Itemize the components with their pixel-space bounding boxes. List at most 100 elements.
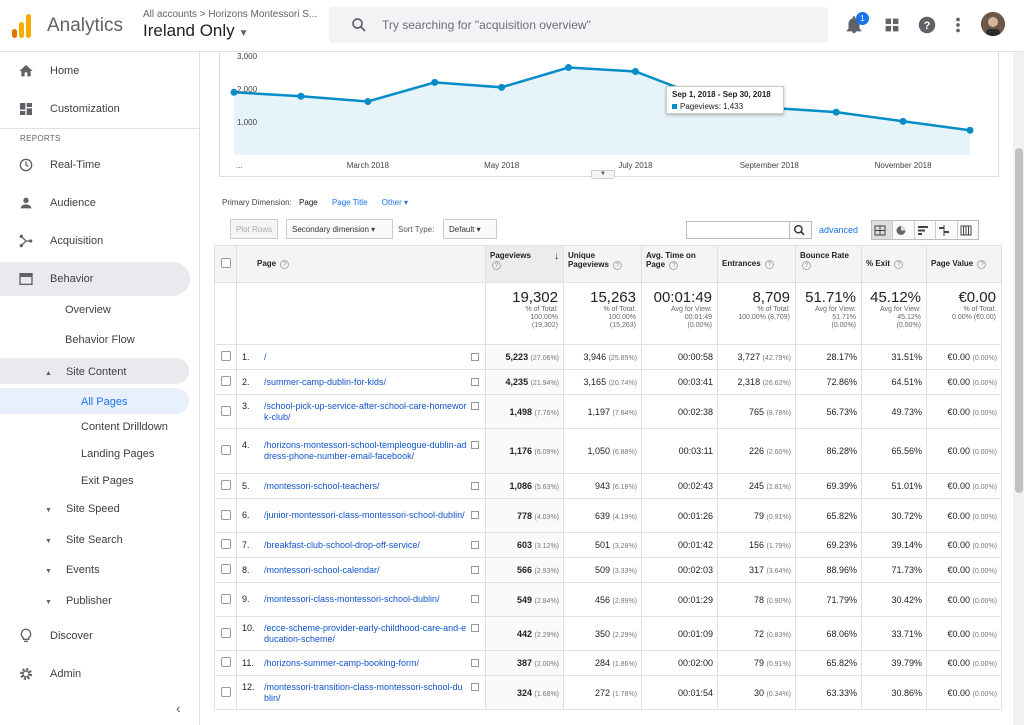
pie-view-icon[interactable] bbox=[893, 221, 915, 239]
header-bounce-rate[interactable]: Bounce Rate? bbox=[795, 245, 862, 283]
help-icon[interactable]: ? bbox=[280, 260, 290, 269]
open-page-icon[interactable] bbox=[471, 540, 479, 549]
sidebar-item-discover[interactable]: Discover bbox=[0, 619, 190, 653]
chart-point[interactable] bbox=[565, 64, 573, 72]
row-checkbox[interactable] bbox=[220, 657, 231, 667]
sidebar-item-exit-pages[interactable]: Exit Pages bbox=[81, 475, 134, 487]
row-checkbox[interactable] bbox=[220, 405, 231, 416]
table-row[interactable]: 5. /montessori-school-teachers/1,086 (5.6… bbox=[214, 473, 1002, 499]
open-page-icon[interactable] bbox=[471, 511, 479, 519]
table-search-button[interactable] bbox=[790, 221, 812, 239]
open-page-icon[interactable] bbox=[471, 565, 479, 574]
open-page-icon[interactable] bbox=[471, 481, 479, 490]
header-exit[interactable]: % Exit ? bbox=[861, 245, 927, 283]
chart-point[interactable] bbox=[631, 68, 639, 76]
row-checkbox[interactable] bbox=[220, 539, 231, 549]
page-link[interactable]: /school-pick-up-service-after-school-car… bbox=[264, 400, 467, 422]
help-icon[interactable]: ? bbox=[764, 260, 774, 269]
search-bar[interactable] bbox=[329, 7, 828, 43]
sidebar-item-acquisition[interactable]: Acquisition bbox=[0, 224, 190, 258]
analytics-logo-icon[interactable] bbox=[12, 14, 34, 38]
help-icon[interactable]: ? bbox=[613, 261, 623, 270]
page-link[interactable]: /horizons-montessori-school-templeogue-d… bbox=[264, 440, 467, 461]
page-link[interactable]: /summer-camp-dublin-for-kids/ bbox=[264, 376, 387, 387]
sidebar-item-admin[interactable]: Admin bbox=[0, 657, 190, 691]
sidebar-item-publisher[interactable]: ▼ Publisher bbox=[45, 595, 112, 621]
dimension-page[interactable]: Page bbox=[299, 198, 318, 207]
chart-point[interactable] bbox=[431, 78, 439, 86]
select-all-checkbox[interactable] bbox=[220, 258, 231, 268]
pivot-view-icon[interactable] bbox=[957, 221, 979, 239]
table-row[interactable]: 10. /ecce-scheme-provider-early-childhood… bbox=[214, 616, 1002, 651]
advanced-filter-link[interactable]: advanced bbox=[819, 225, 859, 235]
row-checkbox[interactable] bbox=[220, 351, 231, 361]
header-avg-time[interactable]: Avg. Time on Page ? bbox=[641, 245, 718, 283]
app-title[interactable]: Analytics bbox=[47, 15, 124, 36]
sidebar-item-audience[interactable]: Audience bbox=[0, 186, 190, 220]
page-link[interactable]: /ecce-scheme-provider-early-childhood-ca… bbox=[264, 622, 467, 644]
row-checkbox[interactable] bbox=[220, 509, 231, 520]
search-input[interactable] bbox=[382, 15, 802, 35]
user-avatar[interactable] bbox=[981, 12, 1005, 36]
help-icon[interactable]: ? bbox=[492, 261, 501, 270]
header-page[interactable]: Page ? bbox=[236, 245, 486, 283]
page-link[interactable]: /breakfast-club-school-drop-off-service/ bbox=[264, 539, 420, 550]
help-icon[interactable]: ? bbox=[894, 260, 904, 269]
open-page-icon[interactable] bbox=[471, 441, 479, 449]
sidebar-item-home[interactable]: Home bbox=[0, 54, 190, 88]
header-unique-pageviews[interactable]: Unique Pageviews ? bbox=[563, 245, 642, 283]
help-icon[interactable]: ? bbox=[916, 14, 938, 36]
sidebar-item-site-search[interactable]: ▼ Site Search bbox=[45, 534, 123, 560]
sidebar-item-overview[interactable]: Overview bbox=[65, 304, 111, 316]
table-row[interactable]: 3. /school-pick-up-service-after-school-c… bbox=[214, 394, 1002, 429]
performance-view-icon[interactable] bbox=[914, 221, 937, 239]
chart-point[interactable] bbox=[498, 83, 506, 91]
chart-point[interactable] bbox=[966, 126, 974, 134]
table-row[interactable]: 2. /summer-camp-dublin-for-kids/4,235 (21… bbox=[214, 369, 1002, 395]
sidebar-item-landing-pages[interactable]: Landing Pages bbox=[81, 448, 155, 460]
open-page-icon[interactable] bbox=[471, 401, 479, 410]
page-link[interactable]: /montessori-school-teachers/ bbox=[264, 480, 380, 491]
page-link[interactable]: /junior-montessori-class-montessori-scho… bbox=[264, 510, 465, 520]
page-link[interactable]: /montessori-class-montessori-school-dubl… bbox=[264, 594, 440, 604]
help-icon[interactable]: ? bbox=[977, 260, 987, 269]
open-page-icon[interactable] bbox=[471, 352, 479, 361]
help-icon[interactable]: ? bbox=[802, 261, 811, 270]
page-link[interactable]: /horizons-summer-camp-booking-form/ bbox=[264, 657, 420, 668]
table-row[interactable]: 6. /junior-montessori-class-montessori-sc… bbox=[214, 498, 1002, 533]
table-row[interactable]: 11. /horizons-summer-camp-booking-form/38… bbox=[214, 650, 1002, 676]
table-filter-input[interactable] bbox=[686, 221, 790, 239]
open-page-icon[interactable] bbox=[471, 658, 479, 667]
open-page-icon[interactable] bbox=[471, 682, 479, 691]
page-link[interactable]: /montessori-transition-class-montessori-… bbox=[264, 681, 463, 703]
row-checkbox[interactable] bbox=[220, 445, 231, 455]
table-view-icon[interactable] bbox=[872, 221, 894, 239]
sort-type-select[interactable]: Default ▾ bbox=[443, 219, 497, 239]
dimension-other-link[interactable]: Other ▾ bbox=[381, 198, 409, 207]
plot-rows-button[interactable]: Plot Rows bbox=[230, 219, 279, 239]
open-page-icon[interactable] bbox=[471, 623, 479, 632]
row-checkbox[interactable] bbox=[220, 480, 231, 490]
header-pageviews[interactable]: Pageviews ↓? bbox=[485, 245, 564, 283]
open-page-icon[interactable] bbox=[471, 595, 479, 603]
apps-grid-icon[interactable] bbox=[881, 14, 903, 36]
account-breadcrumb[interactable]: All accounts > Horizons Montessori S... bbox=[143, 9, 318, 20]
sidebar-item-content-drilldown[interactable]: Content Drilldown bbox=[81, 421, 168, 433]
table-row[interactable]: 12. /montessori-transition-class-montesso… bbox=[214, 675, 1002, 710]
sidebar-item-events[interactable]: ▼ Events bbox=[45, 564, 100, 590]
comparison-view-icon[interactable] bbox=[936, 221, 958, 239]
chart-point[interactable] bbox=[364, 98, 372, 106]
row-checkbox[interactable] bbox=[220, 627, 231, 638]
page-link[interactable]: / bbox=[264, 351, 267, 362]
sidebar-item-realtime[interactable]: Real-Time bbox=[0, 148, 190, 182]
open-page-icon[interactable] bbox=[471, 377, 479, 386]
table-row[interactable]: 9. /montessori-class-montessori-school-du… bbox=[214, 582, 1002, 617]
sidebar-item-behavior-flow[interactable]: Behavior Flow bbox=[65, 334, 135, 346]
row-checkbox[interactable] bbox=[220, 686, 231, 697]
chart-toggle-handle[interactable]: ▼ bbox=[591, 170, 615, 179]
more-vert-icon[interactable] bbox=[947, 14, 969, 36]
page-link[interactable]: /montessori-school-calendar/ bbox=[264, 564, 380, 575]
chart-point[interactable] bbox=[899, 117, 907, 125]
table-row[interactable]: 1./5,223 (27.06%) 3,946 (25.85%) 00:00:58 3… bbox=[214, 344, 1002, 370]
page-scrollbar-thumb[interactable] bbox=[1015, 148, 1023, 493]
